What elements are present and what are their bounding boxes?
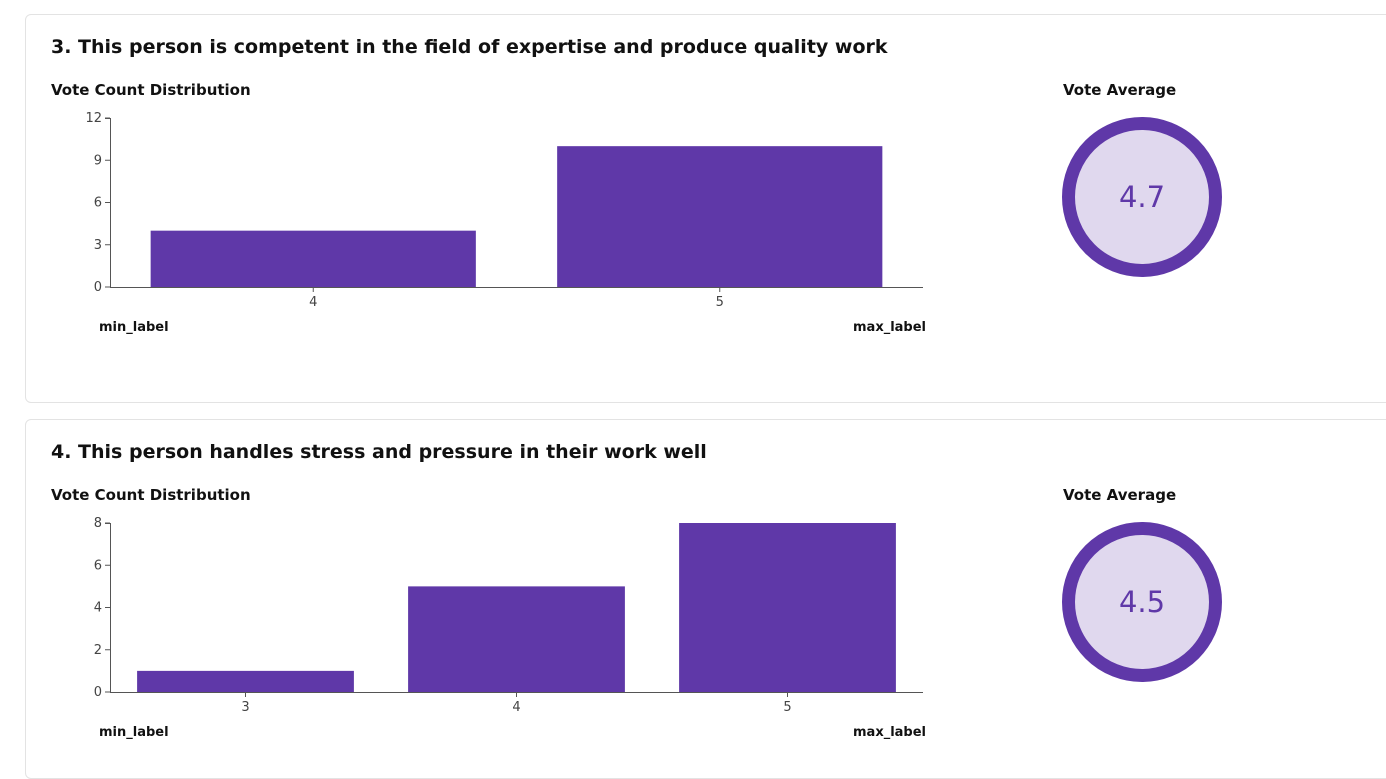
- x-tick-label: 5: [783, 700, 791, 715]
- min-label: min_label: [99, 320, 169, 335]
- bar: [679, 523, 896, 692]
- x-tick-label: 4: [512, 700, 520, 715]
- x-tick-label: 5: [716, 295, 724, 310]
- vote-average-gauge: 4.7: [1062, 117, 1222, 277]
- bar: [557, 146, 883, 287]
- y-tick-label: 3: [94, 238, 102, 253]
- vote-average-gauge: 4.5: [1062, 522, 1222, 682]
- vote-distribution-chart: 0 2 4 6 8 3 4 5: [94, 516, 923, 715]
- vote-distribution-label: Vote Count Distribution: [51, 486, 251, 504]
- max-label: max_label: [853, 320, 927, 335]
- question-card: 4. This person handles stress and pressu…: [25, 419, 1386, 779]
- vote-distribution-chart: 0 3 6 9 12 4 5: [85, 111, 923, 310]
- bar: [137, 670, 354, 692]
- question-title: 4. This person handles stress and pressu…: [51, 441, 707, 463]
- y-tick-label: 6: [94, 558, 102, 573]
- y-tick-label: 0: [94, 280, 102, 295]
- x-tick-label: 4: [309, 295, 317, 310]
- question-title: 3. This person is competent in the field…: [51, 36, 888, 58]
- min-label: min_label: [99, 725, 169, 740]
- bar: [408, 586, 625, 692]
- y-tick-label: 12: [85, 111, 102, 126]
- vote-average-label: Vote Average: [1063, 81, 1177, 99]
- vote-average-label: Vote Average: [1063, 486, 1177, 504]
- bar: [150, 230, 476, 287]
- vote-average-value: 4.5: [1118, 585, 1166, 619]
- y-tick-label: 6: [94, 196, 102, 211]
- x-tick-label: 3: [241, 700, 249, 715]
- max-label: max_label: [853, 725, 927, 740]
- question-card: 3. This person is competent in the field…: [25, 14, 1386, 403]
- y-tick-label: 8: [94, 516, 102, 531]
- y-tick-label: 4: [94, 601, 102, 616]
- y-tick-label: 9: [94, 153, 102, 168]
- y-tick-label: 2: [94, 643, 102, 658]
- vote-average-value: 4.7: [1118, 180, 1166, 214]
- vote-distribution-label: Vote Count Distribution: [51, 81, 251, 99]
- y-tick-label: 0: [94, 685, 102, 700]
